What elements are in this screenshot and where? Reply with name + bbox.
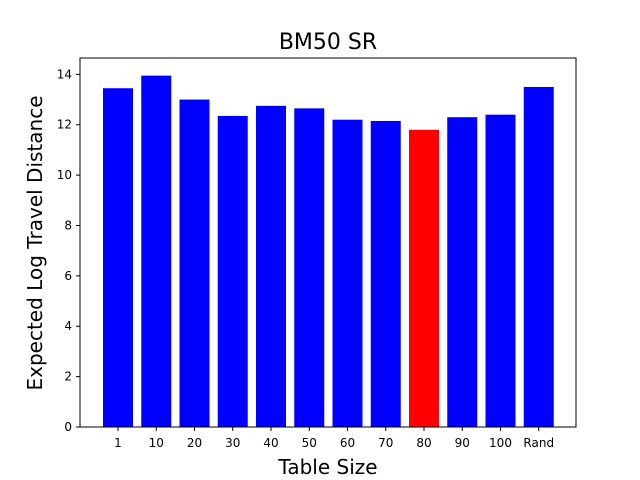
bar-40 bbox=[256, 105, 286, 427]
x-tick-label: 100 bbox=[489, 436, 512, 450]
bar-rand bbox=[523, 86, 554, 427]
y-tick-label: 0 bbox=[64, 420, 72, 434]
x-tick-label: 90 bbox=[455, 436, 470, 450]
y-tick-label: 4 bbox=[64, 319, 72, 333]
bar-60 bbox=[332, 119, 363, 427]
bar-70 bbox=[370, 120, 401, 427]
x-tick-label: 20 bbox=[187, 436, 202, 450]
bar-1 bbox=[103, 88, 133, 428]
x-tick-label: Rand bbox=[523, 436, 554, 450]
bars bbox=[103, 75, 554, 428]
x-tick-label: 1 bbox=[114, 436, 122, 450]
y-tick-label: 12 bbox=[57, 118, 72, 132]
x-axis: 1 10 20 30 40 50 60 70 80 90 100 Rand bbox=[114, 427, 554, 450]
bar-80 bbox=[409, 129, 439, 428]
x-tick-label: 60 bbox=[340, 436, 355, 450]
x-tick-label: 10 bbox=[149, 436, 164, 450]
chart-title: BM50 SR bbox=[279, 30, 377, 55]
y-tick-label: 6 bbox=[64, 269, 72, 283]
x-tick-label: 40 bbox=[263, 436, 278, 450]
y-tick-label: 8 bbox=[64, 218, 72, 232]
y-axis-title: Expected Log Travel Distance bbox=[23, 95, 47, 390]
x-axis-title: Table Size bbox=[277, 455, 377, 479]
plot-frame bbox=[79, 57, 577, 428]
bar-100 bbox=[485, 114, 516, 427]
x-tick-label: 30 bbox=[225, 436, 240, 450]
y-tick-label: 14 bbox=[57, 67, 72, 81]
y-tick-label: 2 bbox=[64, 370, 72, 384]
y-tick-label: 10 bbox=[57, 168, 72, 182]
x-tick-label: 80 bbox=[416, 436, 431, 450]
bar-20 bbox=[179, 99, 210, 428]
bar-90 bbox=[447, 117, 478, 427]
x-tick-label: 50 bbox=[302, 436, 317, 450]
bar-30 bbox=[217, 115, 248, 428]
y-axis: 0 2 4 6 8 10 12 14 bbox=[57, 67, 80, 434]
x-tick-label: 70 bbox=[378, 436, 393, 450]
bar-50 bbox=[294, 108, 325, 427]
bar-10 bbox=[141, 75, 172, 427]
